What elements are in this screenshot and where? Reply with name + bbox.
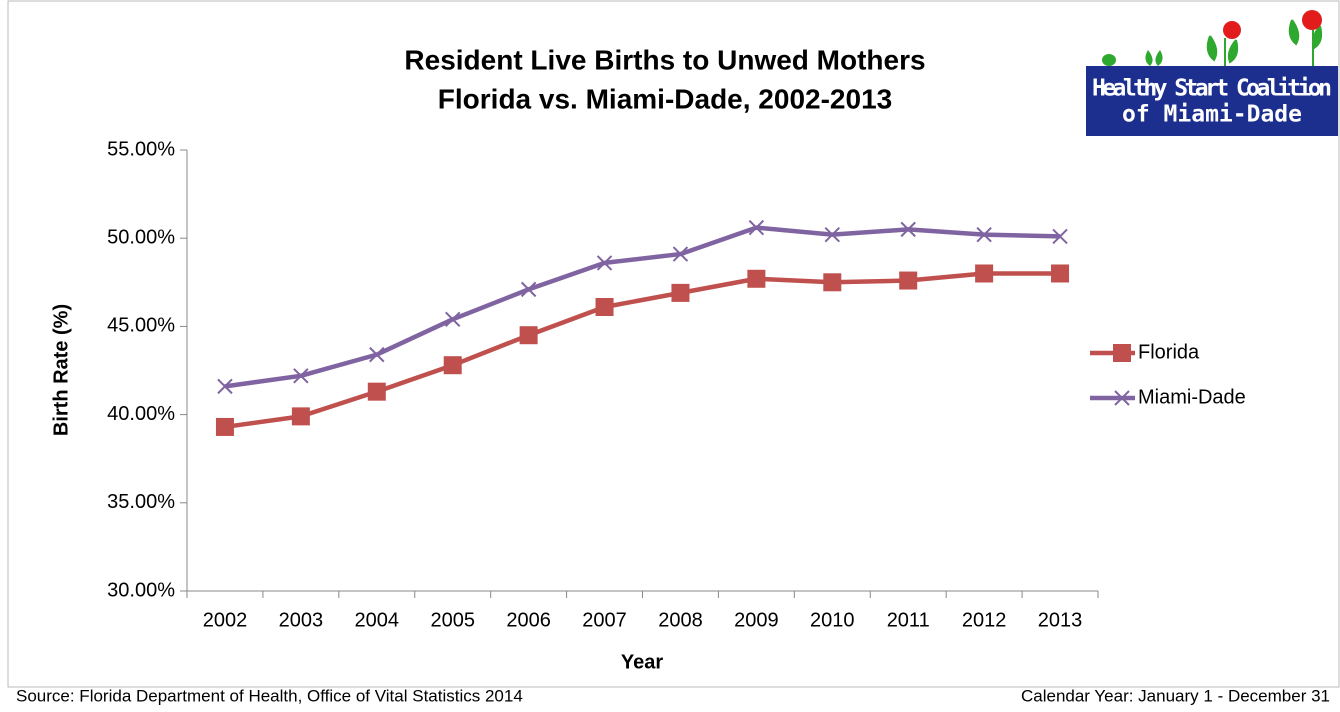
marker (215, 417, 234, 436)
x-tick-label: 2002 (203, 609, 248, 631)
x-tick-label: 2010 (810, 609, 855, 631)
series-line (224, 225, 1061, 389)
chart-frame (7, 0, 1340, 688)
marker (596, 255, 613, 271)
marker (671, 283, 690, 302)
logo-text: Healthy Start Coalition (1092, 76, 1332, 102)
marker (824, 226, 840, 243)
y-tick-label: 35.00% (107, 491, 175, 513)
x-tick-label: 2011 (887, 609, 930, 631)
marker (975, 264, 994, 283)
series-line (224, 271, 1061, 430)
logo-leaf (1102, 54, 1116, 66)
x-tick-label: 2004 (355, 609, 400, 631)
marker (1114, 390, 1130, 406)
marker (1052, 228, 1068, 245)
y-tick-label: 55.00% (107, 138, 175, 160)
marker (976, 226, 992, 243)
period-note: Calendar Year: January 1 - December 31 (1021, 686, 1330, 705)
marker (217, 378, 233, 395)
x-axis-label: Year (621, 651, 663, 673)
marker (1113, 344, 1131, 362)
y-axis-label: Birth Rate (%) (50, 304, 72, 436)
series (217, 219, 1068, 395)
chart-title: Florida vs. Miami-Dade, 2002-2013 (438, 83, 892, 114)
marker (595, 297, 614, 316)
logo-leaf (1206, 35, 1239, 66)
legend-label: Miami-Dade (1138, 386, 1246, 408)
marker (747, 269, 766, 288)
x-tick-label: 2009 (734, 609, 779, 631)
marker (293, 368, 309, 384)
marker (748, 219, 765, 236)
logo-flower (1223, 21, 1241, 39)
y-tick-label: 40.00% (107, 403, 175, 425)
chart-title: Resident Live Births to Unwed Mothers (404, 44, 925, 75)
marker (900, 221, 916, 238)
x-tick-label: 2006 (506, 609, 551, 631)
logo-text: of Miami-Dade (1122, 102, 1302, 128)
y-tick-label: 50.00% (107, 226, 175, 248)
y-tick-label: 45.00% (107, 315, 175, 337)
x-tick-label: 2012 (962, 609, 1007, 631)
logo-leaf (1145, 50, 1163, 66)
x-tick-label: 2005 (430, 609, 475, 631)
marker (443, 356, 462, 375)
marker (520, 281, 537, 298)
logo-box (1086, 66, 1338, 136)
x-tick-label: 2008 (658, 609, 703, 631)
logo-leaf (1288, 19, 1323, 66)
marker (899, 271, 918, 290)
marker (672, 246, 689, 262)
marker (823, 273, 842, 292)
x-tick-label: 2007 (582, 609, 627, 631)
series (215, 264, 1070, 436)
x-tick-label: 2003 (279, 609, 324, 631)
marker (445, 311, 461, 328)
marker (369, 346, 385, 363)
marker (367, 382, 386, 401)
x-tick-label: 2013 (1038, 609, 1083, 631)
y-tick-label: 30.00% (107, 579, 175, 601)
marker (1051, 264, 1070, 283)
logo: Healthy Start Coalition of Miami-Dade (1086, 10, 1338, 136)
marker (291, 407, 310, 426)
marker (519, 326, 538, 345)
legend-label: Florida (1138, 341, 1200, 363)
source-note: Source: Florida Department of Health, Of… (16, 686, 523, 705)
logo-flower (1302, 10, 1322, 30)
